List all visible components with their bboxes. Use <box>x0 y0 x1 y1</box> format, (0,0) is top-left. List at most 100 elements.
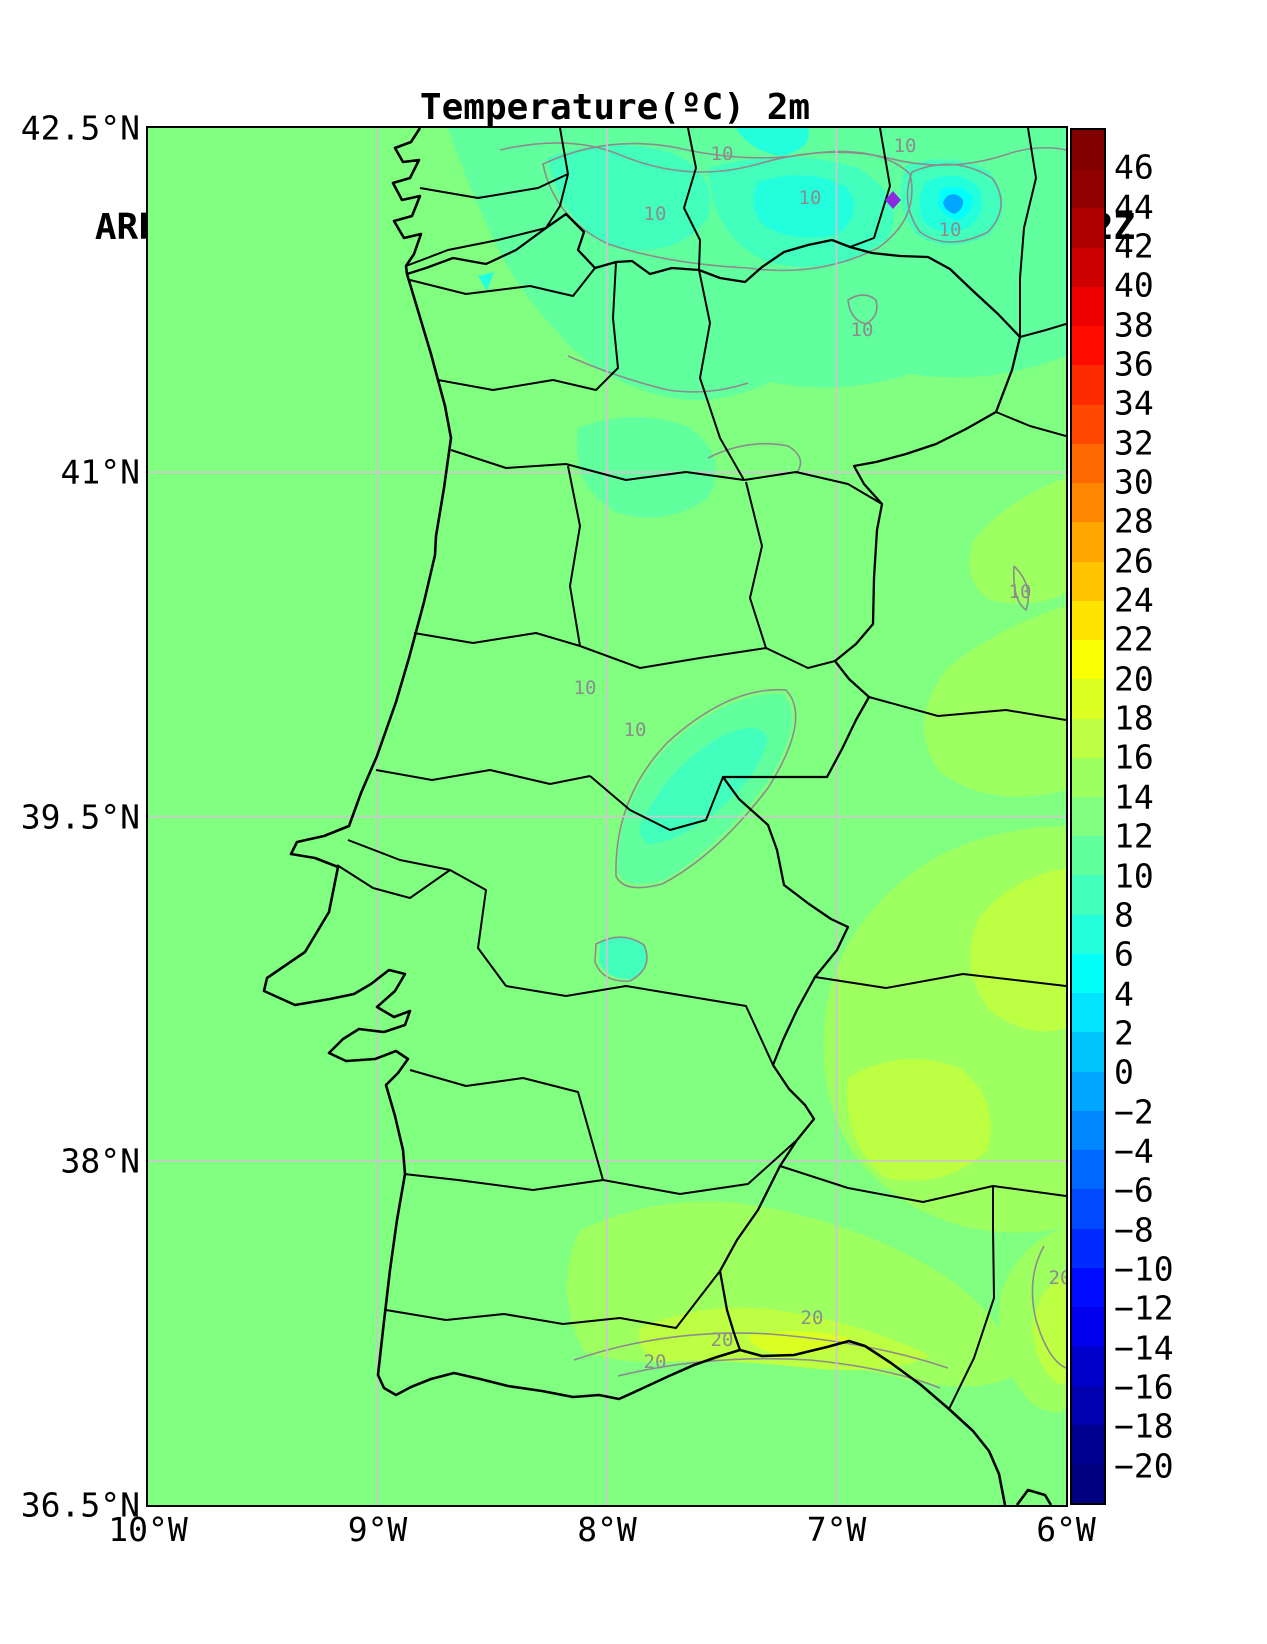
colorbar-segment <box>1072 600 1104 641</box>
colorbar-segment <box>1072 1385 1104 1425</box>
colorbar-tick-label: −12 <box>1114 1288 1174 1328</box>
colorbar-segment <box>1072 836 1104 876</box>
admin-boundary <box>409 267 596 297</box>
temperature-minimum-marker <box>885 191 901 209</box>
colorbar-tick-label: 12 <box>1114 816 1154 856</box>
colorbar-tick-label: 20 <box>1114 659 1154 699</box>
colorbar-tick-label: 32 <box>1114 423 1154 463</box>
colorbar-segment <box>1072 561 1104 601</box>
colorbar-segment <box>1072 404 1104 444</box>
lon-tick-label: 6°W <box>1036 1510 1096 1549</box>
colorbar-segment <box>1072 1110 1104 1151</box>
contour-label: 10 <box>644 203 667 225</box>
colorbar-tick-label: 36 <box>1114 344 1154 384</box>
colorbar-segment <box>1072 1424 1104 1464</box>
temperature-contour-line <box>594 936 648 982</box>
temperature-contour-line <box>567 355 749 393</box>
colorbar-tick-label: 28 <box>1114 501 1154 541</box>
admin-boundary <box>1019 323 1066 338</box>
temperature-fill-region <box>599 938 648 980</box>
colorbar-tick-label: 46 <box>1114 147 1154 187</box>
admin-boundary <box>419 173 569 199</box>
colorbar-segment <box>1072 993 1104 1033</box>
admin-boundary <box>545 128 569 229</box>
lat-tick-label: 41°N <box>60 452 140 492</box>
admin-boundary <box>413 632 581 647</box>
colorbar-tick-label: −16 <box>1114 1367 1174 1407</box>
admin-boundary <box>995 411 1066 437</box>
colorbar-segment <box>1072 875 1104 915</box>
colorbar-segment <box>1072 130 1104 170</box>
colorbar-tick-label: −8 <box>1114 1210 1154 1250</box>
colorbar-tick-label: 44 <box>1114 187 1154 227</box>
colorbar-tick-label: −4 <box>1114 1131 1154 1171</box>
temperature-fill-region <box>924 606 1066 797</box>
admin-boundary <box>336 864 451 899</box>
colorbar-tick-label: 40 <box>1114 265 1154 305</box>
colorbar-segment <box>1072 640 1104 680</box>
colorbar-tick-label: 24 <box>1114 580 1154 620</box>
colorbar-segment <box>1072 914 1104 954</box>
colorbar-segment <box>1072 718 1104 758</box>
coastline <box>262 128 1053 1505</box>
contour-label: 20 <box>711 1329 734 1351</box>
admin-boundary <box>589 775 724 831</box>
colorbar-tick-label: 26 <box>1114 541 1154 581</box>
colorbar-segment <box>1072 247 1104 287</box>
colorbar-segment <box>1072 796 1104 837</box>
colorbar-tick-label: −14 <box>1114 1328 1174 1368</box>
colorbar-tick-label: 42 <box>1114 226 1154 266</box>
colorbar-tick-label: −10 <box>1114 1249 1174 1289</box>
contour-label: 10 <box>939 219 962 241</box>
colorbar-segment <box>1072 1032 1104 1072</box>
colorbar-tick-label: 14 <box>1114 777 1154 817</box>
colorbar-tick-label: 38 <box>1114 305 1154 345</box>
admin-boundary <box>375 769 591 785</box>
colorbar-segment <box>1072 365 1104 405</box>
lon-tick-label: 8°W <box>577 1510 637 1549</box>
colorbar-tick-label: 0 <box>1114 1052 1134 1092</box>
colorbar-tick-label: 22 <box>1114 619 1154 659</box>
colorbar-segment <box>1072 1150 1104 1190</box>
colorbar-tick-label: 18 <box>1114 698 1154 738</box>
admin-boundary <box>505 985 774 1066</box>
temperature-contour-line <box>615 688 797 889</box>
temperature-fill-region <box>548 145 711 250</box>
colorbar-segment <box>1072 953 1104 994</box>
temperature-fill-region <box>969 478 1066 604</box>
colorbar-segment <box>1072 1267 1104 1308</box>
admin-boundary <box>409 1069 604 1181</box>
temperature-fill-region <box>1032 1276 1066 1385</box>
temperature-fill-region <box>847 1059 991 1181</box>
admin-boundary <box>437 261 619 391</box>
lon-tick-label: 7°W <box>806 1510 867 1549</box>
contour-label: 10 <box>851 319 874 341</box>
colorbar-tick-label: 16 <box>1114 737 1154 777</box>
temperature-fill-region <box>736 128 809 156</box>
admin-boundary <box>405 227 547 267</box>
colorbar-segment <box>1072 1463 1104 1504</box>
spain-portugal-border <box>406 212 1022 1351</box>
admin-boundary <box>814 973 1066 989</box>
colorbar-tick-label: 2 <box>1114 1013 1134 1053</box>
admin-boundary <box>403 1139 798 1195</box>
colorbar-segment <box>1072 1307 1104 1347</box>
temperature-fill-region <box>478 272 494 291</box>
map-canvas: 10 10 10 10 10 10 10 10 10 20 20 20 20 <box>148 128 1066 1505</box>
admin-boundary <box>567 465 581 647</box>
colorbar-segment <box>1072 169 1104 209</box>
admin-boundary <box>347 839 507 987</box>
colorbar-tick-label: 30 <box>1114 462 1154 502</box>
admin-boundary <box>868 696 1066 721</box>
colorbar-segment <box>1072 757 1104 797</box>
contour-label: 20 <box>1049 1267 1066 1289</box>
temperature-contour-line <box>906 163 1002 243</box>
admin-boundary <box>948 1186 995 1410</box>
temperature-fill-region <box>970 868 1066 1032</box>
lat-tick-label: 39.5°N <box>20 797 140 836</box>
contour-label: 10 <box>574 677 597 699</box>
admin-boundary <box>579 645 836 669</box>
colorbar-segment <box>1072 208 1104 248</box>
admin-boundary <box>849 128 891 248</box>
colorbar-segment <box>1072 679 1104 719</box>
